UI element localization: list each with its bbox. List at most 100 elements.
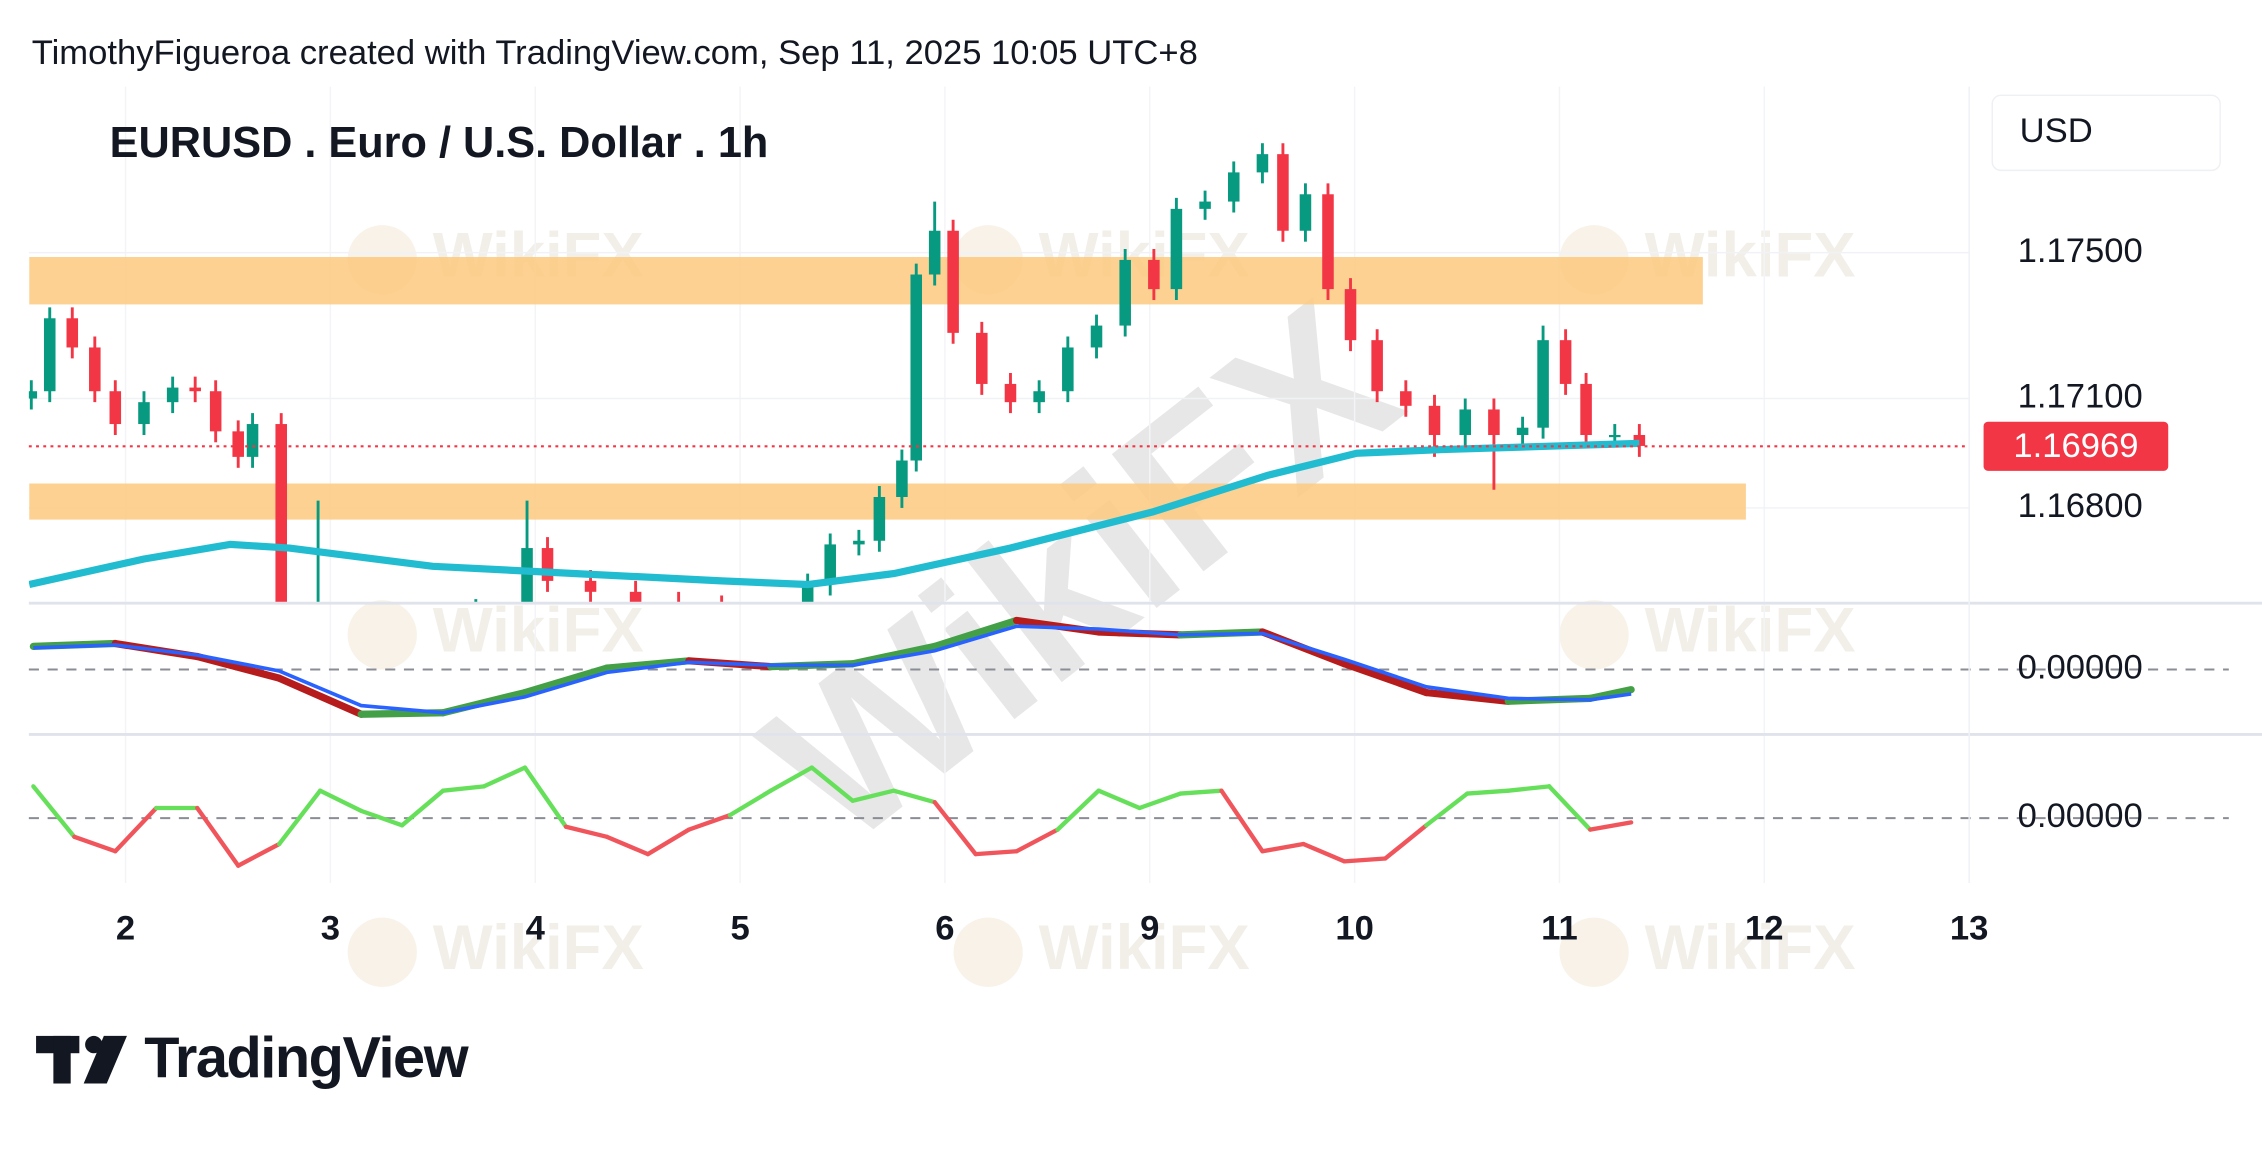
y-tick-label: 1.17100 [2018, 378, 2143, 416]
candle-body [1428, 405, 1441, 435]
x-tick-label: 11 [1541, 910, 1578, 948]
indicator-segment [1383, 823, 1429, 861]
currency-box [1991, 94, 2221, 172]
watermark: WikiFX [433, 596, 644, 666]
candle-body [873, 496, 886, 541]
x-tick-label: 3 [321, 910, 340, 948]
indicator-segment [521, 664, 611, 697]
candle-body [312, 617, 324, 624]
candle-body [1344, 289, 1357, 341]
candle-body [1227, 172, 1240, 202]
indicator-segment [522, 765, 569, 829]
candle-body [1170, 208, 1183, 290]
indicator-segment [849, 642, 939, 668]
candle-body [1299, 194, 1312, 231]
indicator-segment [932, 800, 978, 857]
logo-text: TradingView [144, 1026, 468, 1090]
candle-body [166, 387, 179, 403]
x-tick-label: 9 [1140, 910, 1159, 948]
candle-body [1371, 340, 1383, 392]
indicator-segment [686, 813, 732, 832]
indicator-segment [1055, 788, 1101, 832]
indicator-segment [440, 784, 487, 793]
candle-body [138, 402, 150, 425]
moving-average [28, 439, 1640, 589]
y-tick-label: 1.16800 [2018, 487, 2143, 525]
indicator-segment [768, 765, 814, 793]
candle-body [1516, 427, 1529, 435]
candle-body [629, 591, 642, 603]
zone [29, 483, 1746, 520]
indicator-segment [481, 765, 528, 789]
indicator-segment [1465, 788, 1511, 796]
watermark: WikiFX [433, 913, 644, 983]
x-tick-label: 10 [1335, 910, 1374, 948]
last-price-label: 1.16969 [2013, 427, 2138, 465]
x-tick-label: 2 [116, 910, 135, 948]
x-tick-label: 5 [730, 910, 749, 948]
candle-body [896, 460, 908, 497]
candle-body [824, 544, 836, 585]
candle-body [759, 614, 771, 618]
indicator-segment [1301, 841, 1347, 864]
indicator-segment [645, 827, 692, 857]
indicator-segment [1340, 660, 1430, 697]
plot-layer: 2 3 4 5 6 9 10 11 12 13 1.17500 1.17100 1.16800 0.000… [28, 86, 2229, 948]
indicator-segment [1422, 688, 1512, 705]
candle-body [1004, 383, 1017, 403]
last-price-box [1983, 421, 2169, 471]
indicator-segment [195, 805, 241, 868]
watermark-badge [953, 917, 1023, 987]
y-tick-label: 0.00000 [2018, 797, 2143, 835]
indicator-segment [1260, 841, 1306, 854]
candle-body [246, 424, 259, 457]
watermark-badge [347, 600, 417, 670]
indicator-segment [1219, 788, 1265, 854]
candle-body [947, 230, 959, 333]
x-tick-label: 6 [935, 910, 954, 948]
candle-body [28, 391, 38, 399]
indicator-segment [1137, 791, 1183, 811]
indicator-segment [1506, 784, 1552, 793]
candle-body [1488, 409, 1500, 435]
candle-body [1580, 383, 1592, 435]
header: TimothyFigueroa created with TradingView… [32, 34, 1198, 72]
indicator-segment [358, 808, 405, 828]
candle-body [801, 584, 814, 604]
indicator-line [33, 624, 1632, 715]
x-tick-label: 12 [1745, 910, 1783, 948]
candle-body [1459, 409, 1472, 435]
indicator-segment [275, 674, 365, 718]
indicator-segment [1096, 788, 1142, 811]
candle-body [716, 606, 728, 613]
candle-body [1062, 347, 1074, 392]
indicator-segment [236, 841, 282, 868]
indicator-segment [1014, 827, 1060, 854]
candle-body [275, 424, 287, 604]
indicator-segment [399, 788, 446, 828]
candle-body [1322, 194, 1334, 290]
indicator-pane [29, 616, 1635, 718]
logo-icon [36, 1035, 127, 1084]
y-tick-label: 1.17500 [2018, 232, 2143, 270]
indicator-segment [193, 652, 283, 682]
indicator-segment [1424, 791, 1470, 828]
candle-body [1256, 154, 1269, 173]
candle-body [1277, 154, 1289, 231]
candle-body [1537, 340, 1549, 428]
indicator-segment [1588, 820, 1634, 832]
indicator-segment [603, 657, 693, 672]
candle-body [1400, 391, 1412, 406]
candle-body [521, 548, 533, 604]
watermark-badge [1559, 600, 1629, 670]
watermark-badge [1559, 917, 1629, 987]
candle-body [1119, 259, 1131, 326]
candle-body [89, 347, 101, 392]
candle-body [1608, 434, 1621, 438]
indicator-segment [727, 788, 773, 818]
y-tick-label: 0.00000 [2018, 649, 2143, 687]
indicator-segment [1547, 784, 1593, 832]
candle-body [928, 230, 941, 275]
